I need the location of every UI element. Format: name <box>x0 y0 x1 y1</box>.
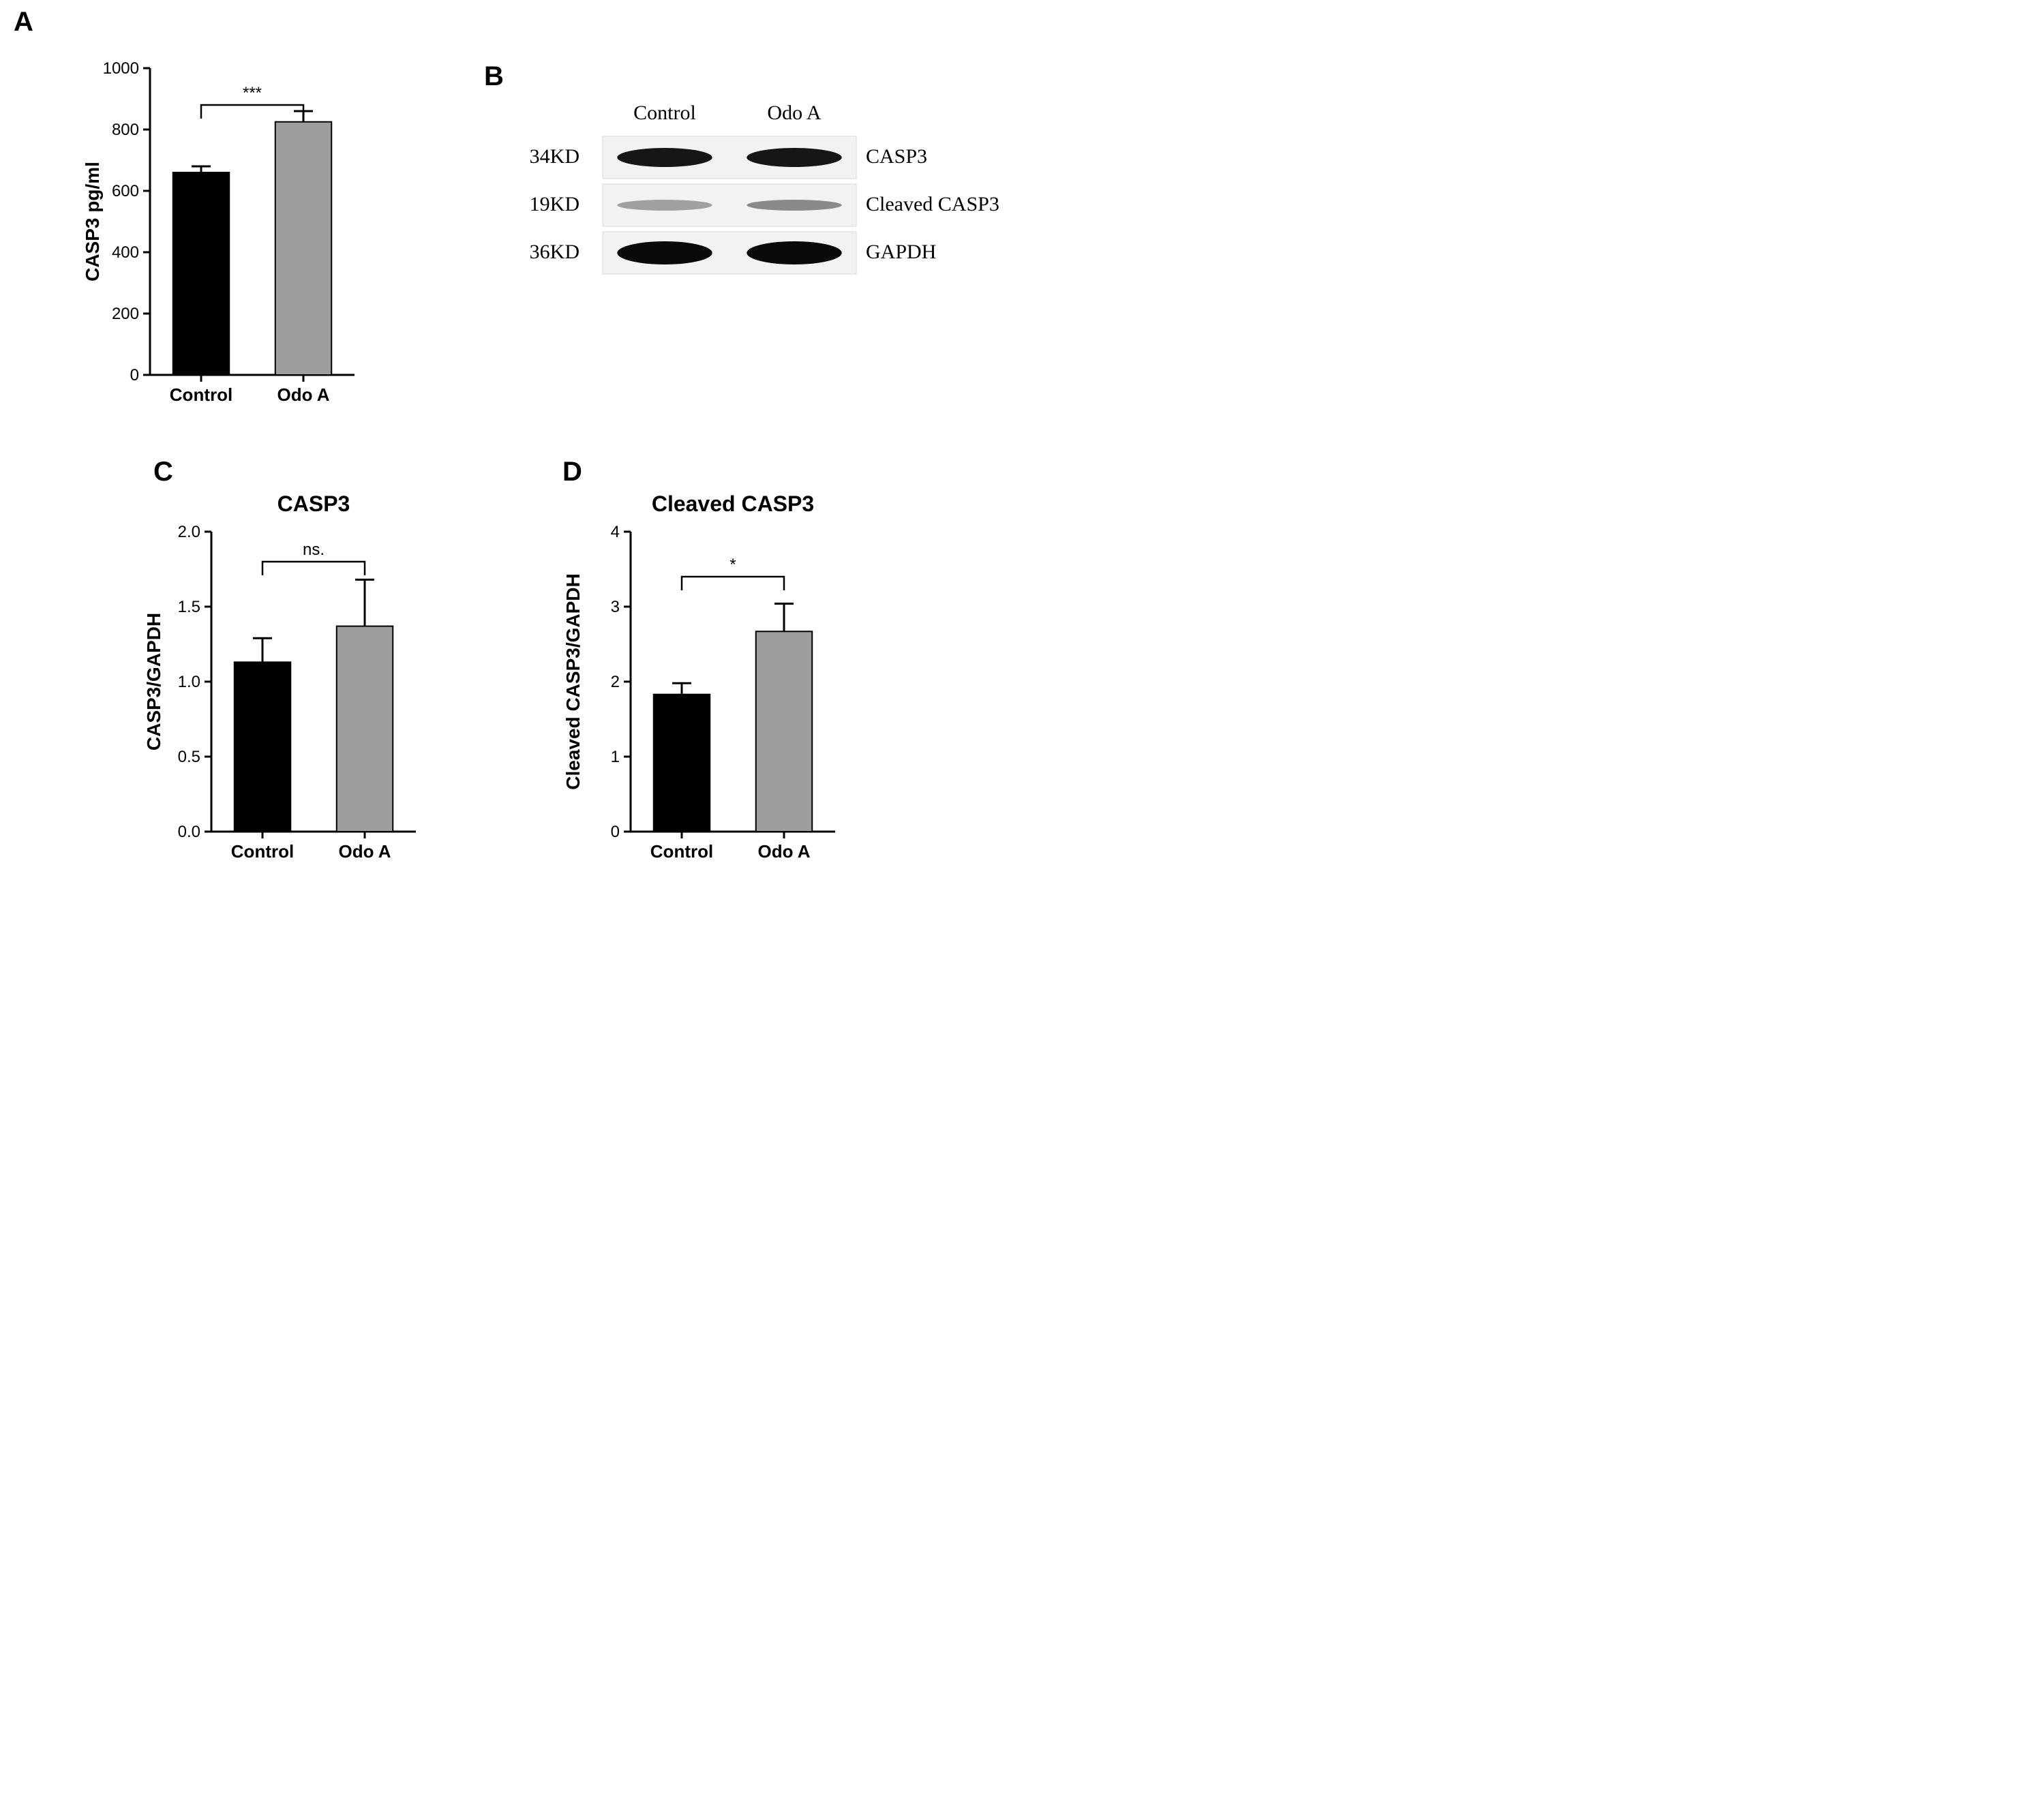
panelB-westernblot: Control Odo A 34KD CASP3 19KD Cleaved CASP3 36… <box>518 95 1009 341</box>
band-gapdh-odo-a <box>747 241 841 264</box>
panelC-chart: CASP3 0.0 0.5 1.0 1.5 2.0 CASP3/GAPDH Control Od… <box>123 477 477 900</box>
svg-text:2: 2 <box>611 673 620 691</box>
svg-text:Cleaved CASP3: Cleaved CASP3 <box>652 491 814 516</box>
svg-text:3: 3 <box>611 598 620 616</box>
bar-control <box>173 172 230 375</box>
svg-text:400: 400 <box>112 243 139 262</box>
svg-text:CASP3: CASP3 <box>866 145 927 168</box>
band-cleaved-casp3-odo-a <box>747 200 841 211</box>
panel-label-A: A <box>14 7 33 37</box>
svg-text:GAPDH: GAPDH <box>866 241 936 263</box>
svg-text:34KD: 34KD <box>530 145 579 168</box>
svg-text:ns.: ns. <box>303 541 325 559</box>
svg-text:CASP3 pg/ml: CASP3 pg/ml <box>82 162 103 282</box>
bar-control <box>235 662 291 832</box>
svg-text:0: 0 <box>130 366 139 384</box>
svg-text:0.5: 0.5 <box>178 748 200 766</box>
figure-root: A B C D 02004006008001000CASP3 pg/mlCont… <box>0 0 1016 910</box>
bar-odo-a <box>756 631 813 832</box>
svg-text:0.0: 0.0 <box>178 823 200 841</box>
svg-text:Odo A: Odo A <box>757 841 810 862</box>
svg-text:***: *** <box>243 84 262 102</box>
band-casp3-odo-a <box>747 148 841 167</box>
svg-text:1.0: 1.0 <box>178 673 200 691</box>
band-cleaved-casp3-control <box>617 200 712 211</box>
svg-text:Odo A: Odo A <box>277 384 329 405</box>
band-casp3-control <box>617 148 712 167</box>
svg-text:Control: Control <box>650 841 713 862</box>
svg-text:0: 0 <box>611 823 620 841</box>
panel-label-B: B <box>484 61 504 92</box>
svg-text:Cleaved CASP3/GAPDH: Cleaved CASP3/GAPDH <box>562 573 584 789</box>
band-gapdh-control <box>617 241 712 264</box>
svg-text:Control: Control <box>231 841 294 862</box>
svg-text:1: 1 <box>611 748 620 766</box>
svg-text:200: 200 <box>112 305 139 323</box>
panelA-chart: 0 200 400 600 800 1000 CASP3 pg/ml Control Odo A… <box>61 34 416 436</box>
svg-text:19KD: 19KD <box>530 193 579 215</box>
panelD-chart: Cleaved CASP3 0 1 2 3 4 Cleaved CASP3/GAPDH Con… <box>532 477 914 900</box>
svg-text:Control: Control <box>170 384 232 405</box>
svg-text:1000: 1000 <box>103 59 139 78</box>
svg-text:4: 4 <box>611 523 620 541</box>
svg-text:Control: Control <box>633 102 696 124</box>
bar-odo-a <box>275 122 332 375</box>
svg-text:800: 800 <box>112 121 139 139</box>
svg-text:Cleaved CASP3: Cleaved CASP3 <box>866 193 999 215</box>
bar-control <box>654 695 710 832</box>
svg-text:Odo A: Odo A <box>338 841 391 862</box>
svg-text:*: * <box>729 556 736 574</box>
svg-text:1.5: 1.5 <box>178 598 200 616</box>
bar-odo-a <box>337 626 393 832</box>
svg-text:CASP3/GAPDH: CASP3/GAPDH <box>143 613 164 750</box>
svg-text:2.0: 2.0 <box>178 523 200 541</box>
svg-text:Odo A: Odo A <box>767 102 822 124</box>
svg-text:600: 600 <box>112 182 139 200</box>
svg-text:CASP3: CASP3 <box>277 491 350 516</box>
svg-text:36KD: 36KD <box>530 241 579 263</box>
